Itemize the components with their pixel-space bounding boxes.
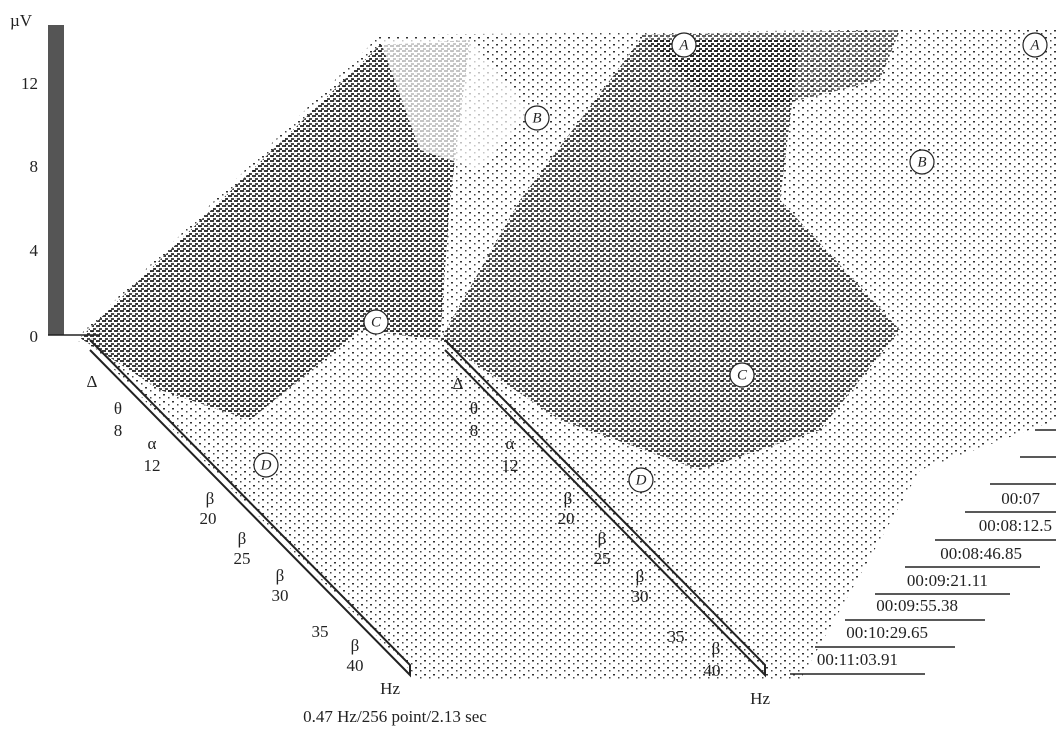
time-label: 00:08:12.5 (979, 516, 1052, 535)
annotation: A (1029, 37, 1040, 53)
freq-label: 40 (704, 661, 721, 680)
freq-label: θ (470, 399, 478, 418)
x-unit: Hz (380, 679, 400, 698)
annotation: D (260, 457, 272, 473)
freq-label: β (206, 489, 215, 508)
annotation: D (635, 472, 647, 488)
annotation-circle (253, 452, 279, 478)
texture (75, 28, 1056, 680)
freq-label: β (564, 489, 573, 508)
freq-label: 40 (347, 656, 364, 675)
annotation-circle (909, 149, 935, 175)
caption: 0.47 Hz/256 point/2.13 sec (303, 707, 487, 726)
freq-label: β (712, 639, 721, 658)
annotation: B (532, 110, 541, 126)
annotation-circle (671, 32, 697, 58)
freq-label: 8 (470, 421, 479, 440)
freq-label: 35 (668, 627, 685, 646)
y-tick-label: 8 (30, 157, 39, 176)
freq-label: β (351, 636, 360, 655)
freq-label: 35 (312, 622, 329, 641)
freq-label: 20 (558, 509, 575, 528)
freq-label: β (238, 529, 247, 548)
freq-label: 20 (200, 509, 217, 528)
annotation-circle (1022, 32, 1048, 58)
annotation-circle (628, 467, 654, 493)
annotation-circle (729, 362, 755, 388)
freq-label: 8 (114, 421, 123, 440)
time-label: 00:10:29.65 (846, 623, 928, 642)
annotation-circle (363, 309, 389, 335)
freq-label: 30 (632, 587, 649, 606)
annotation-circle (524, 105, 550, 131)
freq-label: θ (114, 399, 122, 418)
x-unit: Hz (750, 689, 770, 708)
freq-label: Δ (453, 374, 464, 393)
freq-label: α (148, 434, 157, 453)
y-tick-label: 0 (30, 327, 39, 346)
freq-label: 30 (272, 586, 289, 605)
time-label: 00:11:03.91 (817, 650, 898, 669)
freq-label: 12 (502, 456, 519, 475)
annotation: C (371, 314, 382, 330)
y-tick-label: 4 (30, 241, 39, 260)
annotation: C (737, 367, 748, 383)
time-label: 00:07 (1001, 489, 1040, 508)
time-label: 00:08:46.85 (940, 544, 1022, 563)
freq-label: 25 (234, 549, 251, 568)
y-unit: µV (10, 11, 33, 30)
time-label: 00:09:55.38 (876, 596, 958, 615)
freq-axis-right (444, 339, 766, 678)
annotation: B (917, 154, 926, 170)
freq-label: β (598, 529, 607, 548)
annotation: A (678, 37, 689, 53)
time-label: 00:09:21.11 (907, 571, 988, 590)
freq-label: β (636, 567, 645, 586)
y-tick-label: 12 (21, 74, 38, 93)
time-lines (790, 429, 1056, 675)
freq-label: 12 (144, 456, 161, 475)
scale-bar (48, 25, 64, 335)
freq-label: α (506, 434, 515, 453)
freq-axis-left (89, 339, 411, 678)
freq-label: Δ (87, 372, 98, 391)
freq-label: 25 (594, 549, 611, 568)
freq-label: β (276, 566, 285, 585)
